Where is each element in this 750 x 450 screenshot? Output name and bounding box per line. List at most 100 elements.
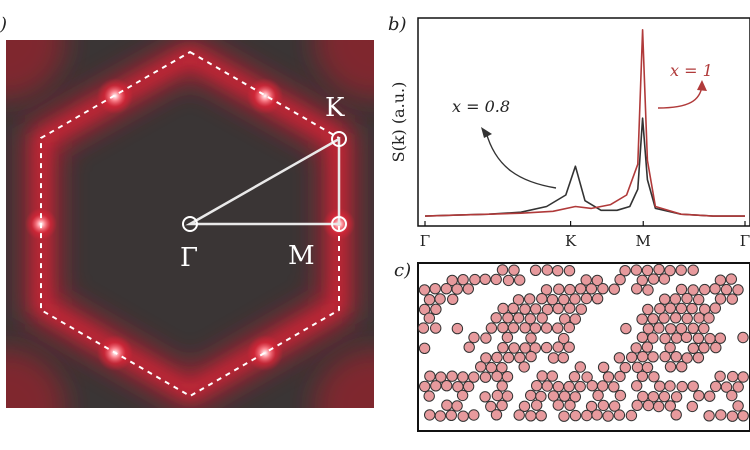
particle — [508, 264, 520, 276]
particle — [569, 293, 581, 305]
particle — [659, 293, 671, 305]
particle — [485, 400, 497, 413]
x-tick-label: Γ — [740, 232, 750, 250]
particle — [451, 400, 463, 412]
particle — [440, 283, 453, 295]
particle — [664, 302, 676, 314]
particle — [468, 331, 480, 344]
x-tick-label: K — [565, 232, 577, 250]
high-symmetry-path — [185, 136, 341, 226]
particle — [608, 283, 620, 295]
particle — [496, 380, 508, 392]
particle — [727, 370, 739, 383]
particle — [424, 370, 436, 382]
particle — [687, 342, 699, 354]
particle — [435, 371, 447, 383]
particle — [725, 273, 737, 285]
particle — [524, 313, 536, 325]
particle — [586, 380, 598, 392]
x-tick-label: Γ — [420, 232, 430, 250]
particle — [654, 303, 666, 315]
y-axis-label: S(k) (a.u.) — [389, 82, 408, 163]
particle — [462, 380, 475, 393]
particle — [614, 273, 626, 286]
particle — [496, 362, 508, 374]
particle — [563, 265, 576, 277]
plot-frame — [417, 17, 750, 227]
particle — [636, 370, 649, 382]
particle — [597, 380, 609, 392]
particle — [665, 323, 677, 335]
particle — [737, 410, 749, 422]
particle — [637, 351, 649, 363]
particle — [507, 322, 520, 334]
particle — [720, 381, 733, 393]
particle — [457, 410, 469, 422]
particle — [732, 284, 744, 296]
annotation-arrow-x-0-8 — [485, 131, 557, 189]
panel-b: b) S(k) (a.u.) Γ K M Γ x = 0.8 x = 1 — [388, 14, 750, 250]
particle — [675, 283, 688, 296]
particle — [541, 264, 553, 276]
particle — [502, 274, 515, 287]
particle — [508, 342, 520, 354]
particle — [658, 390, 671, 403]
particle — [497, 302, 509, 315]
particle — [709, 302, 721, 314]
particle — [552, 302, 564, 315]
particle — [687, 264, 699, 276]
particle — [732, 400, 744, 412]
particle — [580, 274, 592, 286]
annotation-arrowhead-x-1 — [697, 80, 707, 91]
particle — [715, 409, 727, 421]
particle — [642, 303, 654, 316]
gamma-point-label: Γ — [180, 243, 198, 273]
particle — [602, 410, 614, 422]
particle — [597, 399, 610, 412]
annotation-arrowhead-x-0-8 — [481, 127, 492, 138]
particle — [686, 302, 698, 315]
particle — [647, 313, 659, 325]
particle — [641, 264, 654, 277]
particle — [491, 351, 503, 364]
particle — [531, 380, 543, 392]
panel-c: c) — [394, 260, 750, 432]
particle — [519, 303, 531, 315]
particle — [502, 312, 514, 324]
annotation-arrow-x-1 — [657, 85, 703, 109]
particle — [479, 371, 492, 383]
particle — [418, 303, 431, 316]
particle — [732, 381, 744, 393]
particle — [525, 332, 537, 344]
particle — [490, 409, 503, 421]
particle — [430, 322, 442, 334]
x-tick-label: M — [636, 232, 651, 250]
particle — [552, 399, 564, 411]
particle — [626, 351, 638, 363]
particle — [703, 410, 715, 422]
particle-configuration — [417, 263, 749, 422]
gamma-point-marker — [182, 216, 198, 232]
particle — [636, 313, 648, 325]
particle — [496, 399, 508, 412]
annotation-x-0-8: x = 0.8 — [452, 97, 510, 116]
particle — [530, 303, 542, 315]
particle — [642, 284, 654, 296]
particle — [491, 370, 503, 382]
particle — [546, 294, 559, 306]
particle — [591, 293, 604, 305]
particle — [552, 380, 565, 393]
particle — [670, 351, 682, 363]
particle — [726, 389, 738, 402]
particle — [647, 332, 659, 344]
particle — [512, 294, 525, 306]
particle — [480, 352, 492, 364]
particle — [558, 293, 570, 306]
annotation-x-1: x = 1 — [670, 61, 713, 80]
particle — [564, 399, 576, 411]
particle — [536, 370, 548, 382]
particle — [558, 390, 571, 402]
particle — [496, 264, 509, 276]
m-point-marker — [331, 216, 347, 232]
particle — [614, 389, 627, 402]
